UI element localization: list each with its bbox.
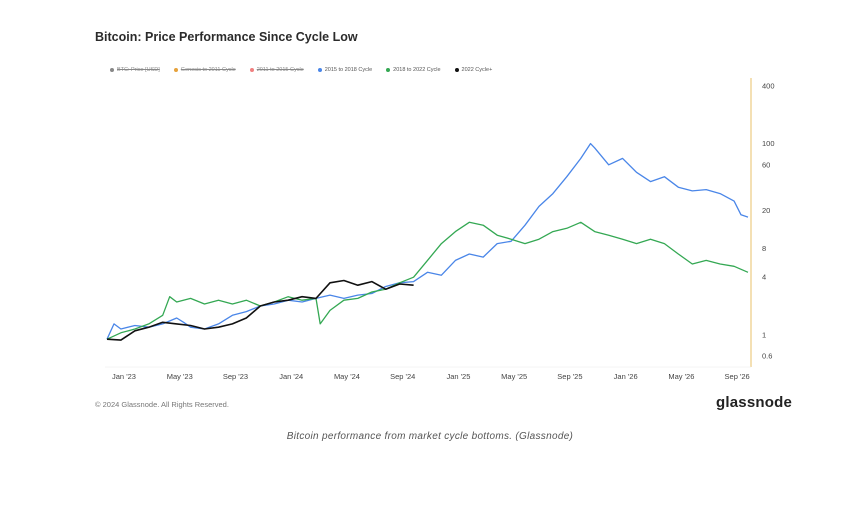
- x-tick-label: Jan '26: [614, 372, 638, 381]
- legend-label: 2015 to 2018 Cycle: [324, 67, 373, 73]
- x-tick-label: Jan '25: [446, 372, 470, 381]
- legend-label: 2018 to 2022 Cycle: [393, 67, 441, 73]
- legend-item-2015-2018[interactable]: 2015 to 2018 Cycle: [317, 67, 373, 73]
- y-tick-label: 0.6: [762, 352, 772, 361]
- x-tick-label: Sep '25: [557, 372, 582, 381]
- x-tick-label: May '25: [501, 372, 527, 381]
- x-tick-label: May '24: [334, 372, 360, 381]
- legend-dot-icon: [454, 68, 459, 72]
- legend-label: Genesis to 2011 Cycle: [180, 67, 236, 73]
- copyright-text: © 2024 Glassnode. All Rights Reserved.: [95, 400, 229, 409]
- y-tick-label: 4: [762, 273, 766, 282]
- x-tick-label: Sep '26: [725, 372, 750, 381]
- y-tick-label: 400: [762, 82, 775, 91]
- legend-dot-icon: [317, 68, 322, 72]
- legend-dot-icon: [173, 68, 178, 72]
- chart-legend: BTC: Price [USD] Genesis to 2011 Cycle 2…: [110, 67, 492, 73]
- series-lines: [106, 142, 749, 341]
- y-tick-label: 100: [762, 139, 775, 148]
- legend-item-2018-2022[interactable]: 2018 to 2022 Cycle: [386, 67, 441, 73]
- legend-item-genesis-2011[interactable]: Genesis to 2011 Cycle: [173, 67, 236, 73]
- series-line-2015-to-2018-cycle: [106, 142, 749, 340]
- legend-label: 2011 to 2015 Cycle: [256, 67, 304, 73]
- y-tick-label: 60: [762, 160, 770, 169]
- legend-label: 2022 Cycle+: [461, 67, 493, 73]
- series-line-2022-cycle-: [106, 279, 414, 341]
- x-tick-label: May '26: [668, 372, 694, 381]
- x-tick-label: Sep '23: [223, 372, 248, 381]
- legend-dot-icon: [110, 68, 114, 72]
- legend-label: BTC: Price [USD]: [117, 67, 160, 73]
- legend-dot-icon: [386, 68, 391, 72]
- y-tick-label: 1: [762, 330, 766, 339]
- y-tick-label: 20: [762, 206, 770, 215]
- x-tick-label: May '23: [167, 372, 193, 381]
- glassnode-logo: glassnode: [716, 394, 792, 411]
- x-tick-label: Jan '23: [112, 372, 136, 381]
- legend-item-2022-cycle[interactable]: 2022 Cycle+: [454, 67, 493, 73]
- series-line-2018-to-2022-cycle: [106, 221, 749, 340]
- figure-caption: Bitcoin performance from market cycle bo…: [286, 431, 574, 442]
- x-tick-label: Jan '24: [279, 372, 303, 381]
- legend-dot-icon: [249, 68, 254, 72]
- chart-title: Bitcoin: Price Performance Since Cycle L…: [95, 30, 358, 44]
- x-tick-label: Sep '24: [390, 372, 415, 381]
- y-tick-labels: 400 100 60 20 8 4 1 0.6: [762, 82, 775, 361]
- y-tick-label: 8: [762, 244, 766, 253]
- legend-item-2011-2015[interactable]: 2011 to 2015 Cycle: [249, 67, 304, 73]
- legend-item-btc-price[interactable]: BTC: Price [USD]: [110, 67, 160, 73]
- x-tick-labels: Jan '23 May '23 Sep '23 Jan '24 May '24 Sep '…: [112, 372, 750, 381]
